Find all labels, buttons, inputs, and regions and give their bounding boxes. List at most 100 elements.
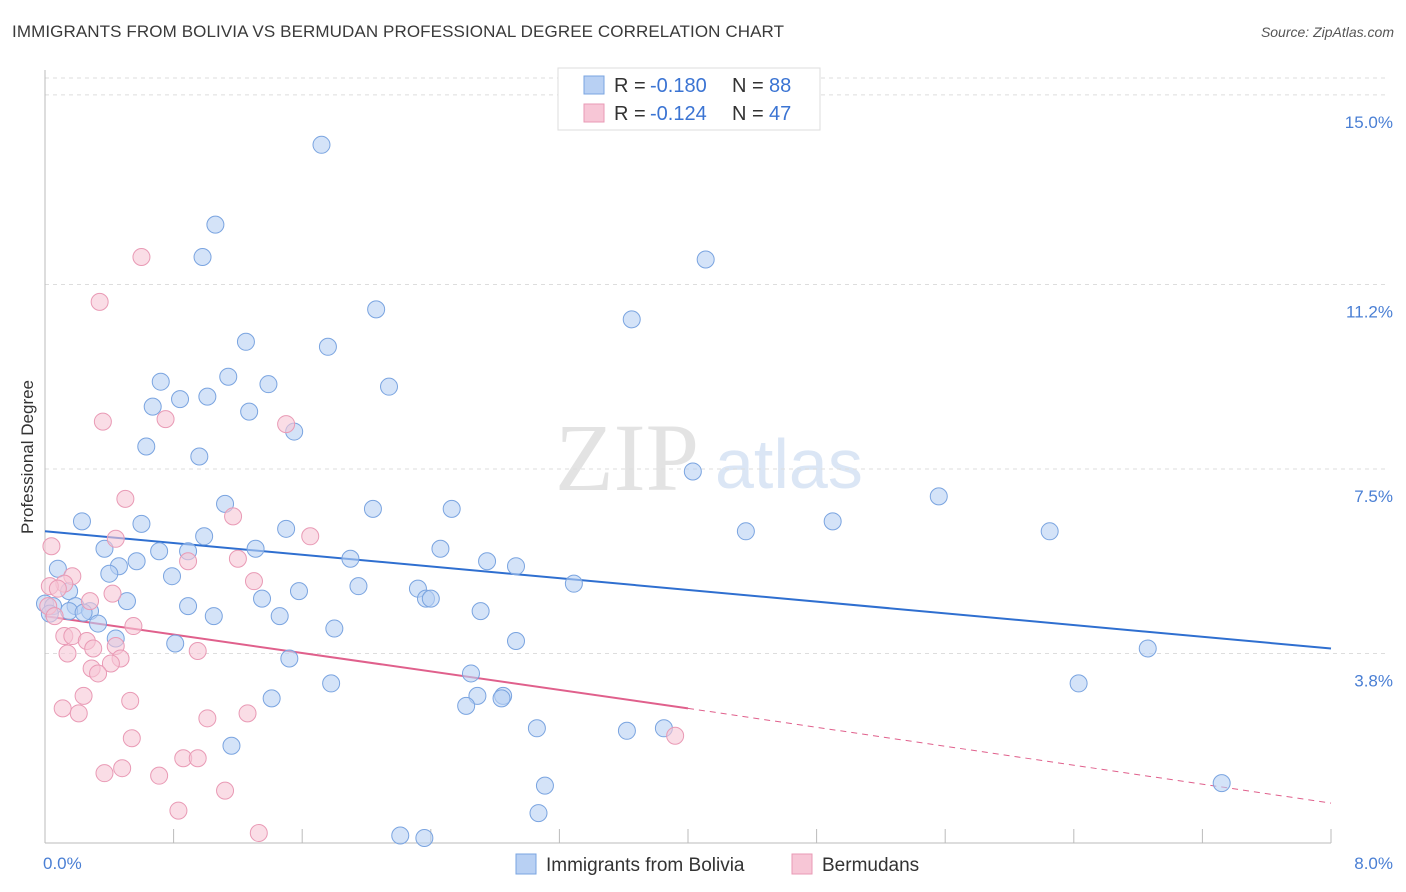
blue-data-point: [72, 512, 91, 531]
blue-data-point: [367, 300, 386, 319]
pink-data-point: [113, 759, 132, 778]
x-tick-labels: 0.0% 8.0%: [43, 854, 1393, 873]
legend-top-n-label-1: N =: [732, 75, 764, 97]
pink-data-point: [89, 664, 108, 683]
legend-bottom-label-blue: Immigrants from Bolivia: [546, 855, 745, 876]
axes: [44, 70, 1332, 844]
pink-data-point: [90, 292, 109, 311]
pink-data-point: [74, 686, 93, 705]
pink-data-point: [132, 248, 151, 267]
blue-data-point: [535, 776, 554, 795]
y-tick-label: 15.0%: [1345, 113, 1393, 132]
legend-bottom: Immigrants from Bolivia Bermudans: [515, 853, 919, 876]
pink-data-point: [244, 572, 263, 591]
blue-data-point: [527, 719, 546, 738]
pink-data-point: [48, 579, 67, 598]
blue-data-point: [492, 689, 511, 708]
blue-data-point: [617, 721, 636, 740]
blue-data-point: [478, 552, 497, 571]
trend-lines: [44, 530, 1332, 804]
blue-data-point: [696, 250, 715, 269]
pink-data-point: [238, 704, 257, 723]
blue-data-point: [204, 607, 223, 626]
blue-data-point: [198, 387, 217, 406]
blue-data-point: [1040, 522, 1059, 541]
blue-data-point: [421, 589, 440, 608]
blue-data-point: [206, 215, 225, 234]
legend-top-r-value-1: -0.180: [650, 75, 707, 97]
blue-data-point: [380, 377, 399, 396]
blue-data-point: [391, 826, 410, 845]
grid-lines: [45, 77, 1386, 654]
blue-data-point: [162, 567, 181, 586]
blue-data-point: [442, 499, 461, 518]
blue-trend-line: [44, 530, 1332, 650]
blue-data-point: [349, 577, 368, 596]
legend-top-r-value-2: -0.124: [650, 103, 707, 125]
blue-data-point: [95, 539, 114, 558]
pink-data-point: [93, 412, 112, 431]
blue-data-point: [341, 549, 360, 568]
blue-data-point: [48, 559, 67, 578]
blue-data-point: [1069, 674, 1088, 693]
legend-top-r-label-2: R =: [614, 103, 646, 125]
pink-data-point: [156, 410, 175, 429]
pink-data-point: [179, 552, 198, 571]
pink-data-point: [188, 749, 207, 768]
y-tick-label: 11.2%: [1346, 302, 1393, 321]
pink-data-point: [198, 709, 217, 728]
blue-data-point: [246, 539, 265, 558]
blue-data-point: [1212, 774, 1231, 793]
y-tick-label: 7.5%: [1354, 487, 1393, 506]
legend-top-n-value-1: 88: [769, 75, 791, 97]
legend-top-n-value-2: 47: [769, 103, 791, 125]
blue-data-point: [166, 634, 185, 653]
pink-data-point: [103, 584, 122, 603]
pink-data-point: [101, 654, 120, 673]
pink-data-point: [228, 549, 247, 568]
blue-data-point: [468, 686, 487, 705]
blue-data-point: [322, 674, 341, 693]
blue-data-point: [564, 574, 583, 593]
chart-title: IMMIGRANTS FROM BOLIVIA VS BERMUDAN PROF…: [12, 22, 785, 41]
pink-data-point: [81, 592, 100, 611]
legend-bottom-swatch-blue: [515, 853, 537, 875]
blue-data-point: [506, 557, 525, 576]
blue-data-point: [622, 310, 641, 329]
blue-data-point: [318, 337, 337, 356]
blue-data-point: [100, 564, 119, 583]
pink-data-point: [69, 704, 88, 723]
blue-data-point: [363, 499, 382, 518]
pink-data-point: [169, 801, 188, 820]
pink-data-point: [95, 764, 114, 783]
blue-data-point: [127, 552, 146, 571]
blue-data-point: [150, 542, 169, 561]
blue-data-point: [823, 512, 842, 531]
legend-bottom-swatch-pink: [791, 853, 813, 875]
pink-data-point: [58, 644, 77, 663]
blue-data-point: [415, 829, 434, 848]
blue-data-point: [683, 462, 702, 481]
blue-data-point: [262, 689, 281, 708]
y-tick-labels: 3.8% 7.5% 11.2% 15.0%: [1345, 113, 1393, 691]
blue-data-point: [117, 592, 136, 611]
pink-data-point: [301, 527, 320, 546]
legend-top-swatch-blue: [583, 75, 605, 95]
blue-data-point: [132, 514, 151, 533]
blue-data-point: [151, 372, 170, 391]
blue-data-point: [195, 527, 214, 546]
pink-trend-line: [44, 615, 689, 710]
pink-data-point: [188, 641, 207, 660]
source-credit: Source: ZipAtlas.com: [1260, 24, 1394, 40]
pink-data-point: [121, 691, 140, 710]
pink-data-point: [116, 489, 135, 508]
x-tick-label: 8.0%: [1354, 854, 1393, 873]
blue-data-point: [236, 332, 255, 351]
watermark: ZIP atlas: [555, 404, 863, 511]
legend-top: R = -0.180 N = 88 R = -0.124 N = 47: [557, 67, 821, 131]
pink-data-point: [106, 529, 125, 548]
y-tick-label: 3.8%: [1354, 671, 1393, 690]
blue-data-point: [431, 539, 450, 558]
blue-data-point: [270, 607, 289, 626]
